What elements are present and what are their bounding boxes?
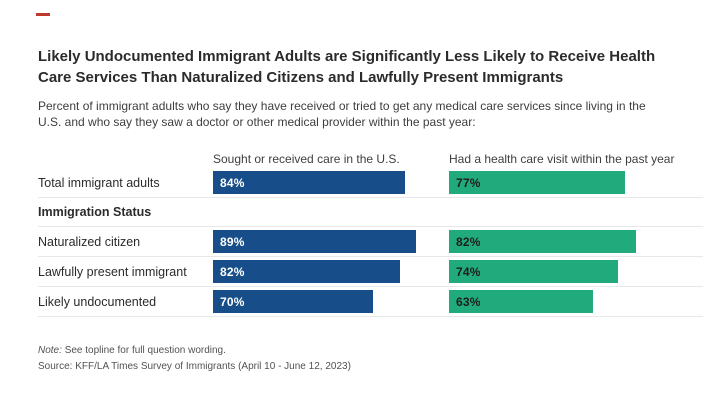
- bar-value-label: 63%: [456, 294, 481, 309]
- table-row-lawfully-present: Lawfully present immigrant 82% 74%: [38, 257, 703, 287]
- table-row-total: Total immigrant adults 84% 77%: [38, 168, 703, 198]
- bar-sought-care: 89%: [213, 230, 416, 253]
- bar-health-visit: 77%: [449, 171, 625, 194]
- row-label: Likely undocumented: [38, 294, 157, 309]
- section-header-immigration-status: Immigration Status: [38, 205, 152, 219]
- row-label: Total immigrant adults: [38, 175, 160, 190]
- bar-health-visit: 82%: [449, 230, 636, 253]
- bar-value-label: 89%: [220, 234, 245, 249]
- chart-subtitle: Percent of immigrant adults who say they…: [38, 99, 646, 129]
- bar-cell-sought-care: 82%: [213, 260, 449, 283]
- column-header-health-visit: Had a health care visit within the past …: [449, 152, 675, 166]
- bar-value-label: 82%: [220, 264, 245, 279]
- bar-cell-sought-care: 70%: [213, 290, 449, 313]
- bar-value-label: 70%: [220, 294, 245, 309]
- note-text: See topline for full question wording.: [64, 345, 226, 356]
- bar-value-label: 74%: [456, 264, 481, 279]
- bar-value-label: 84%: [220, 175, 245, 190]
- bar-cell-health-visit: 74%: [449, 260, 685, 283]
- bar-health-visit: 74%: [449, 260, 618, 283]
- note-label: Note:: [38, 345, 62, 356]
- source-text: Source: KFF/LA Times Survey of Immigrant…: [38, 360, 351, 372]
- chart-rows: Total immigrant adults 84% 77% Immigrati…: [38, 168, 703, 317]
- chart-title: Likely Undocumented Immigrant Adults are…: [38, 48, 656, 87]
- brand-accent-dash: [36, 13, 50, 16]
- chart-footer: Note: See topline for full question word…: [38, 343, 351, 374]
- bar-health-visit: 63%: [449, 290, 593, 313]
- bar-cell-health-visit: 77%: [449, 171, 685, 194]
- bar-sought-care: 82%: [213, 260, 400, 283]
- column-header-sought-care: Sought or received care in the U.S.: [213, 152, 400, 166]
- bar-sought-care: 70%: [213, 290, 373, 313]
- column-headers: Sought or received care in the U.S. Had …: [38, 133, 703, 167]
- bar-cell-health-visit: 82%: [449, 230, 685, 253]
- bar-cell-sought-care: 84%: [213, 171, 449, 194]
- note-line: Note: See topline for full question word…: [38, 343, 351, 359]
- bar-sought-care: 84%: [213, 171, 405, 194]
- section-header-row: Immigration Status: [38, 198, 703, 227]
- table-row-likely-undocumented: Likely undocumented 70% 63%: [38, 287, 703, 317]
- bar-cell-sought-care: 89%: [213, 230, 449, 253]
- bar-cell-health-visit: 63%: [449, 290, 685, 313]
- bar-value-label: 77%: [456, 175, 481, 190]
- row-label: Naturalized citizen: [38, 234, 141, 249]
- bar-value-label: 82%: [456, 234, 481, 249]
- row-label: Lawfully present immigrant: [38, 264, 187, 279]
- table-row-naturalized: Naturalized citizen 89% 82%: [38, 227, 703, 257]
